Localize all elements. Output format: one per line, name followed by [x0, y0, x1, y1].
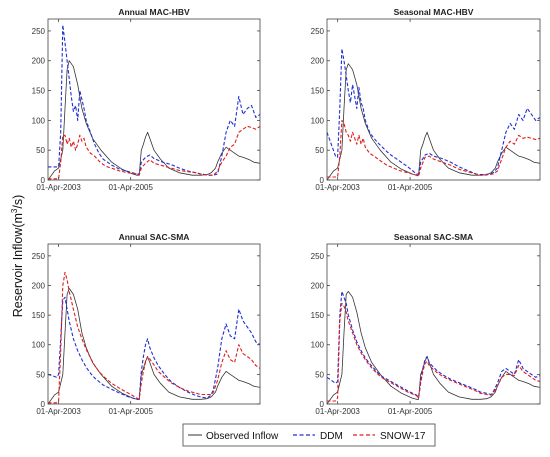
- y-tick-label: 150: [311, 87, 325, 96]
- y-tick-label: 50: [36, 370, 45, 379]
- y-axis-label-tail: /s): [11, 195, 25, 209]
- y-tick-label: 0: [320, 400, 325, 409]
- y-tick-label: 200: [311, 57, 325, 66]
- y-tick-label: 50: [315, 146, 324, 155]
- y-tick-label: 200: [311, 281, 325, 290]
- legend-label-ddm: DDM: [320, 431, 343, 442]
- x-tick-label: 01-Apr-2003: [36, 183, 81, 192]
- series-group: [48, 271, 260, 404]
- panel-annual-sac-sma: Annual SAC-SMA 0 50 100 150 200 250 01-Apr-2003…: [32, 232, 261, 416]
- plot-frame: [326, 18, 541, 181]
- series-group: [48, 24, 260, 180]
- x-tick-label: 01-Apr-2005: [108, 407, 153, 416]
- x-tick-label: 01-Apr-2005: [388, 407, 433, 416]
- legend-label-observed: Observed Inflow: [206, 431, 279, 442]
- panel-seasonal-mac-hbv: Seasonal MAC-HBV 0 50 100 150 200 250 01-Apr-20…: [311, 7, 541, 192]
- y-tick-label: 200: [32, 281, 46, 290]
- panel-title: Annual SAC-SMA: [119, 232, 190, 242]
- series-line-observed-inflow: [327, 63, 540, 180]
- plot-frame: [326, 243, 541, 405]
- series-line-ddm: [48, 24, 260, 176]
- y-tick-label: 250: [311, 252, 325, 261]
- panel-title: Seasonal MAC-HBV: [394, 7, 474, 17]
- series-line-ddm: [48, 296, 260, 400]
- y-tick-label: 50: [36, 146, 45, 155]
- series-group: [327, 48, 540, 180]
- x-tick-label: 01-Apr-2005: [388, 183, 433, 192]
- series-line-snow-17: [48, 271, 260, 404]
- y-axis-label-superscript: 3: [10, 208, 19, 213]
- y-tick-label: 250: [32, 252, 46, 261]
- series-line-snow-17: [48, 125, 260, 180]
- series-line-observed-inflow: [327, 290, 540, 404]
- y-axis-label: Reservoir Inflow(m3/s): [10, 195, 25, 318]
- y-tick-label: 50: [315, 370, 324, 379]
- y-tick-label: 250: [32, 27, 46, 36]
- series-line-observed-inflow: [48, 287, 260, 404]
- panel-annual-mac-hbv: Annual MAC-HBV 0 50 100 150 200 250 01-Apr-2003…: [32, 7, 261, 192]
- plot-frame: [47, 243, 261, 405]
- plot-frame: [47, 18, 261, 181]
- y-tick-label: 250: [311, 27, 325, 36]
- y-tick-label: 100: [311, 341, 325, 350]
- y-tick-label: 0: [41, 176, 46, 185]
- x-tick-label: 01-Apr-2003: [36, 407, 81, 416]
- y-tick-label: 0: [320, 176, 325, 185]
- series-line-snow-17: [327, 119, 540, 178]
- y-tick-label: 0: [41, 400, 46, 409]
- y-tick-label: 150: [311, 311, 325, 320]
- x-tick-label: 01-Apr-2003: [315, 183, 360, 192]
- panel-title: Annual MAC-HBV: [118, 7, 190, 17]
- y-tick-label: 150: [32, 87, 46, 96]
- series-line-snow-17: [327, 302, 540, 402]
- panels: Annual MAC-HBV 0 50 100 150 200 250 01-Apr-2003…: [32, 7, 541, 416]
- y-tick-label: 150: [32, 311, 46, 320]
- y-tick-label: 100: [32, 341, 46, 350]
- y-tick-label: 100: [311, 116, 325, 125]
- y-tick-label: 200: [32, 57, 46, 66]
- series-line-ddm: [327, 290, 540, 398]
- x-tick-label: 01-Apr-2003: [315, 407, 360, 416]
- legend: Observed Inflow DDM SNOW-17: [182, 423, 436, 447]
- series-group: [327, 290, 540, 404]
- legend-label-snow17: SNOW-17: [380, 431, 426, 442]
- x-tick-label: 01-Apr-2005: [108, 183, 153, 192]
- series-line-observed-inflow: [48, 60, 260, 180]
- y-axis-label-main: Reservoir Inflow(m: [11, 213, 25, 317]
- series-line-ddm: [327, 48, 540, 176]
- panel-title: Seasonal SAC-SMA: [394, 232, 473, 242]
- y-tick-label: 100: [32, 116, 46, 125]
- panel-seasonal-sac-sma: Seasonal SAC-SMA 0 50 100 150 200 250 01-Apr-20…: [311, 232, 541, 416]
